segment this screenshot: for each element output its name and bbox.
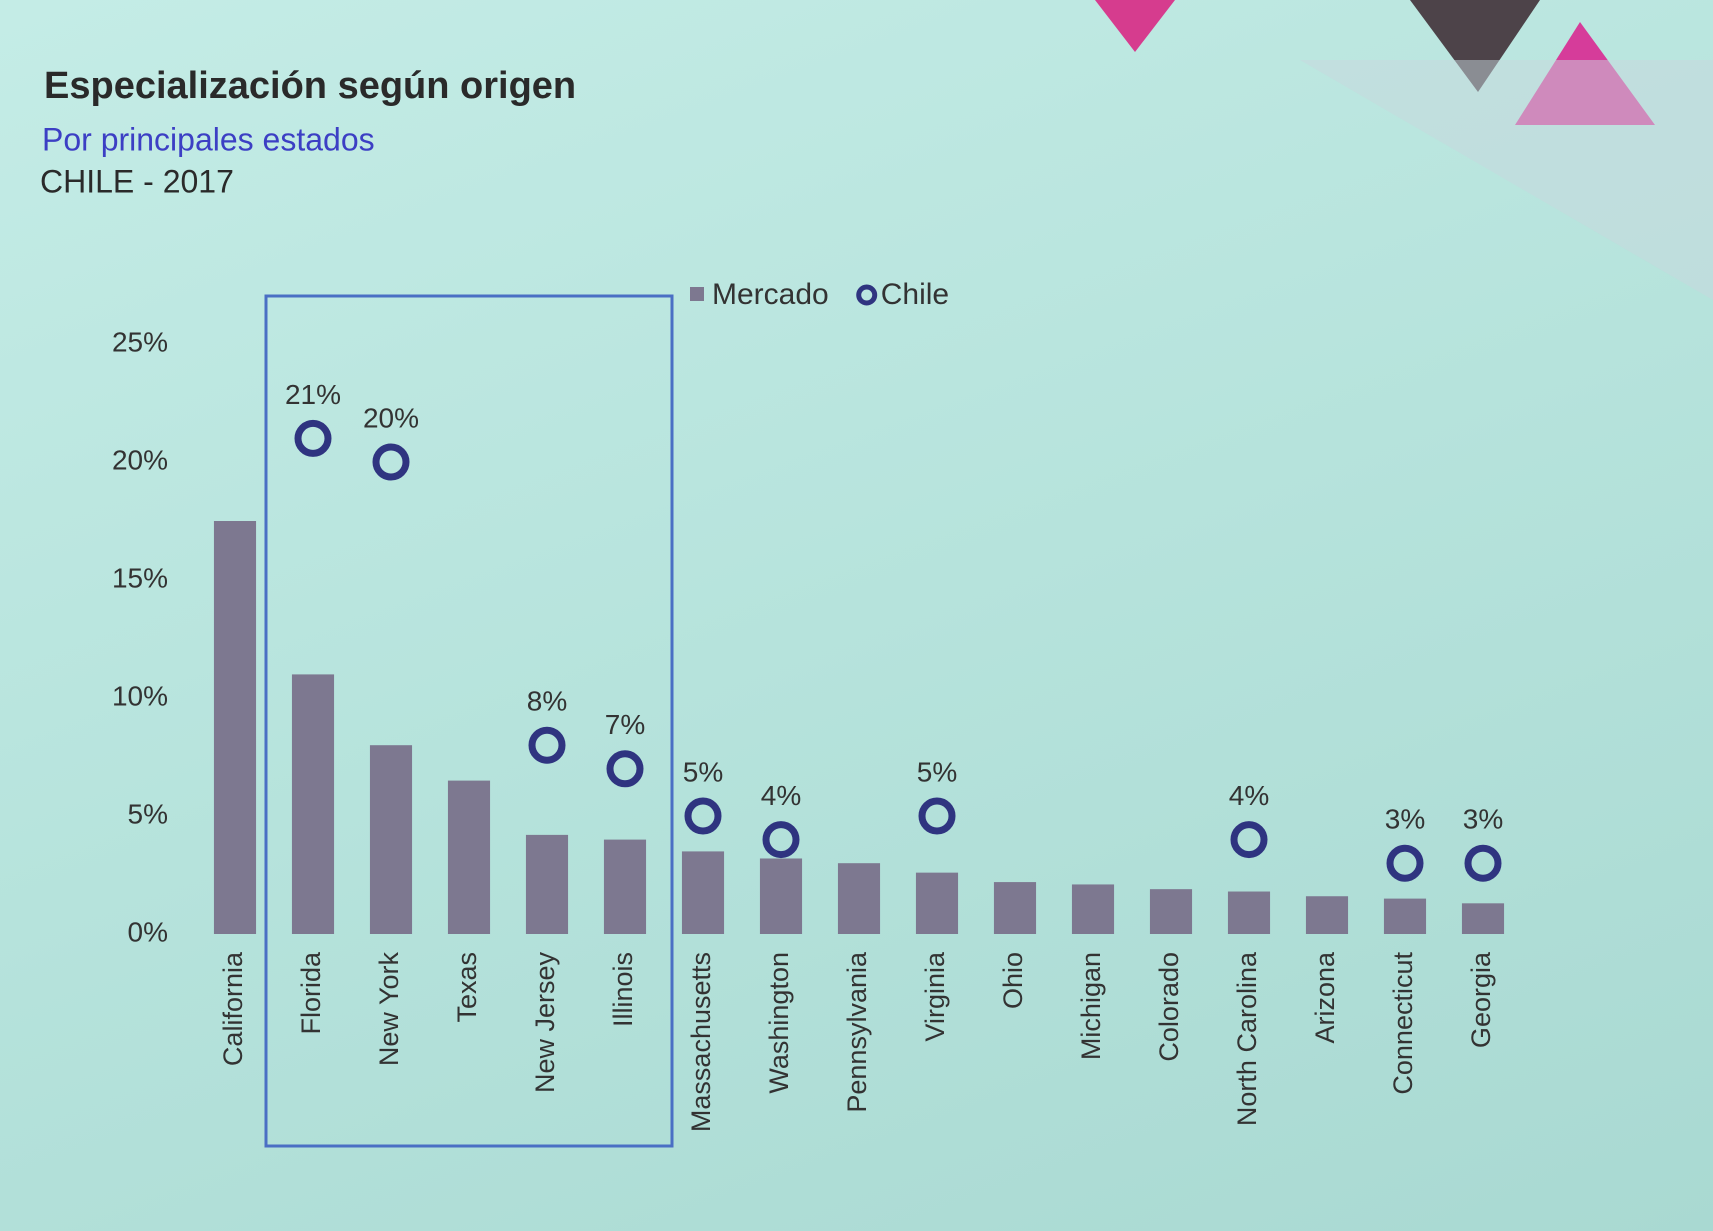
x-tick-label: Texas <box>452 952 482 1023</box>
x-tick-label: New York <box>374 952 404 1067</box>
data-label: 3% <box>1463 804 1503 835</box>
decor-triangle <box>1410 0 1540 92</box>
x-tick-label: North Carolina <box>1232 951 1262 1126</box>
point <box>1230 821 1268 859</box>
data-label: 3% <box>1385 804 1425 835</box>
point <box>606 750 644 788</box>
y-tick-label: 25% <box>112 326 168 357</box>
bar <box>1383 898 1427 934</box>
x-tick-label: Colorado <box>1154 952 1184 1062</box>
point <box>528 726 566 764</box>
bar <box>681 851 725 934</box>
legend-swatch <box>690 287 704 301</box>
data-label: 4% <box>761 780 801 811</box>
y-tick-label: 15% <box>112 562 168 593</box>
point <box>372 443 410 481</box>
x-tick-label: California <box>218 951 248 1066</box>
y-tick-label: 10% <box>112 680 168 711</box>
bar <box>915 872 959 934</box>
x-tick-label: Washington <box>764 952 794 1094</box>
bar <box>1305 896 1349 934</box>
data-label: 20% <box>363 402 419 433</box>
bar <box>1227 891 1271 934</box>
x-tick-label: Illinois <box>608 952 638 1027</box>
data-label: 8% <box>527 686 567 717</box>
point <box>1386 844 1424 882</box>
chart-subtitle: CHILE - 2017 <box>40 163 234 199</box>
point <box>684 797 722 835</box>
bar <box>525 834 569 934</box>
x-tick-label: Georgia <box>1466 951 1496 1048</box>
data-label: 5% <box>917 756 957 787</box>
legend-swatch <box>856 284 878 306</box>
bar <box>1071 884 1115 934</box>
highlight-box <box>264 294 674 1148</box>
point <box>294 419 332 457</box>
y-tick-label: 5% <box>128 798 168 829</box>
bar <box>1149 889 1193 934</box>
decor-triangle <box>1095 0 1175 52</box>
data-label: 21% <box>285 379 341 410</box>
data-label: 7% <box>605 709 645 740</box>
x-tick-label: Michigan <box>1076 952 1106 1060</box>
data-label: 4% <box>1229 780 1269 811</box>
chart-title: Especialización según origen <box>44 65 576 107</box>
point <box>1464 844 1502 882</box>
x-tick-label: Connecticut <box>1388 952 1418 1095</box>
y-tick-label: 0% <box>128 916 168 947</box>
bar <box>837 863 881 934</box>
point <box>762 821 800 859</box>
bar <box>1461 903 1505 934</box>
x-tick-label: Massachusetts <box>686 952 716 1132</box>
bar <box>291 674 335 934</box>
chart-subtitle: Por principales estados <box>42 121 375 157</box>
y-tick-label: 20% <box>112 444 168 475</box>
bar <box>213 521 257 934</box>
legend-label: Mercado <box>712 278 829 311</box>
data-label: 5% <box>683 756 723 787</box>
x-tick-label: Ohio <box>998 952 1028 1009</box>
bar <box>603 839 647 934</box>
bar <box>993 882 1037 934</box>
legend-label: Chile <box>881 278 949 311</box>
x-tick-label: Pennsylvania <box>842 951 872 1113</box>
x-tick-label: Virginia <box>920 951 950 1042</box>
bar <box>759 858 803 934</box>
decor-triangle <box>1300 60 1713 300</box>
bar <box>447 780 491 934</box>
x-tick-label: Florida <box>296 951 326 1035</box>
x-tick-label: Arizona <box>1310 951 1340 1044</box>
x-tick-label: New Jersey <box>530 952 560 1094</box>
bar <box>369 745 413 934</box>
point <box>918 797 956 835</box>
